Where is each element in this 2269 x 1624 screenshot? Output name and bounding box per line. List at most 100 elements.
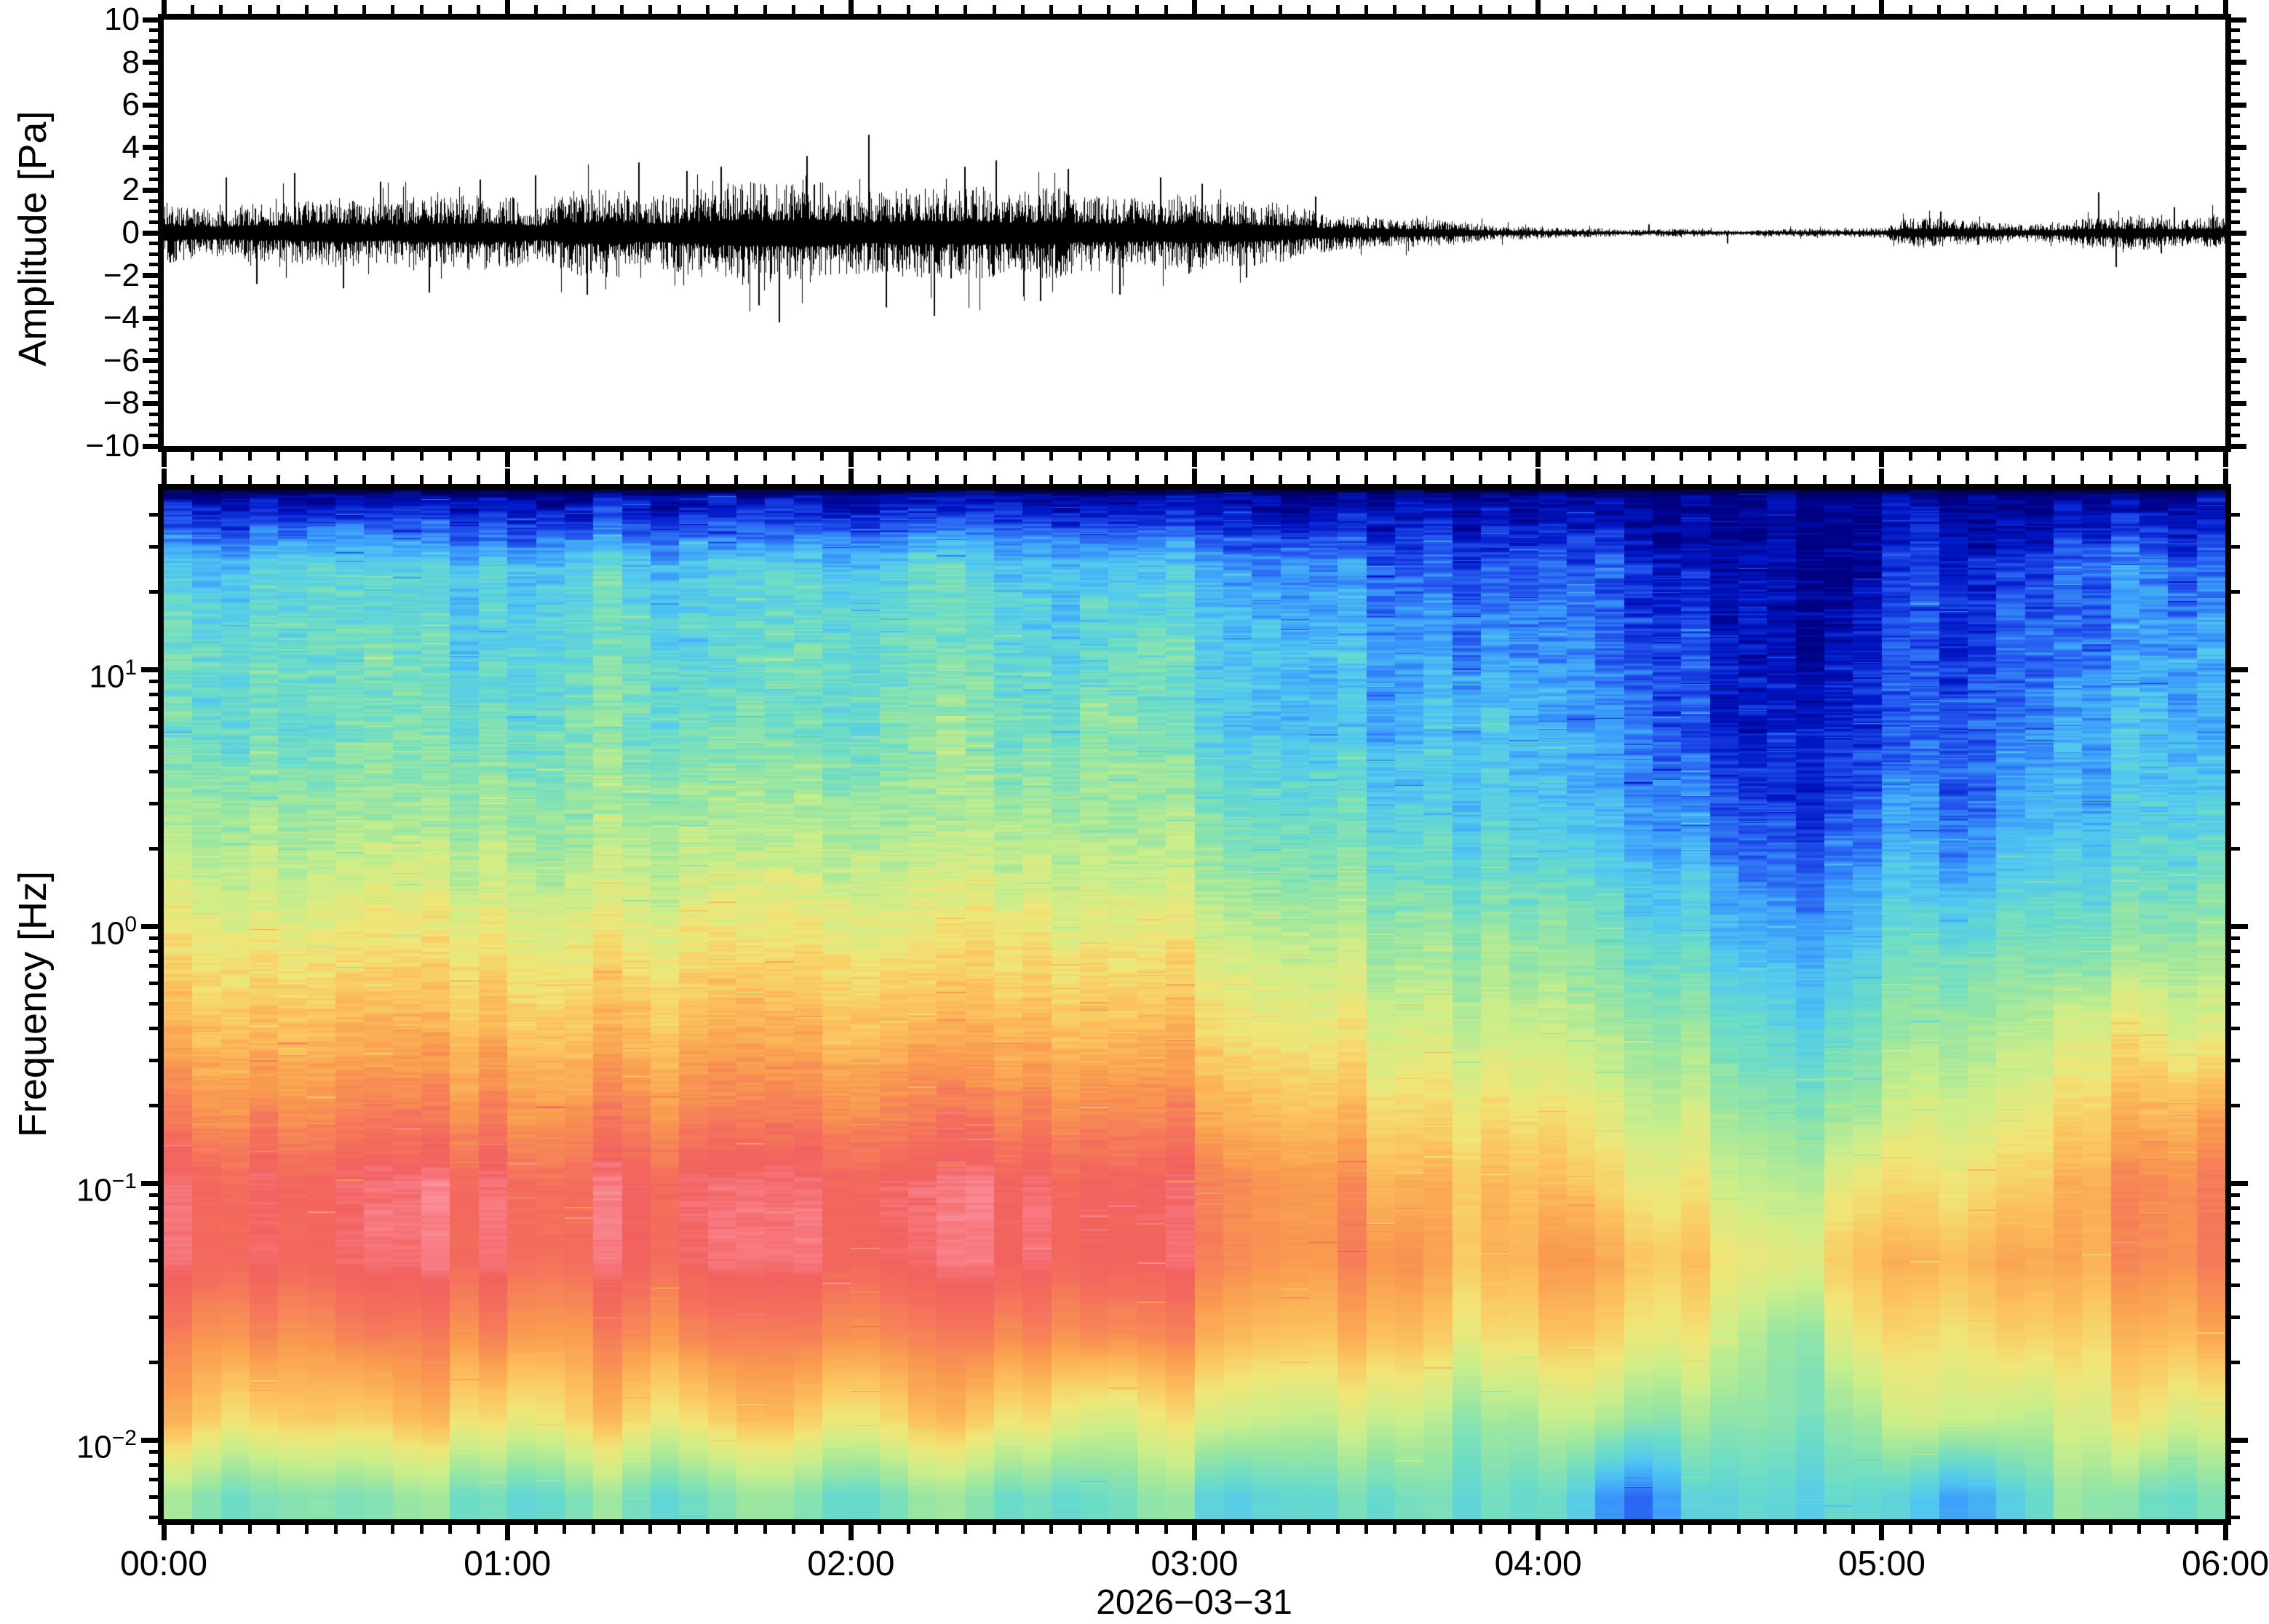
y-tick-label: −6	[103, 342, 140, 378]
tick-mark	[362, 475, 366, 484]
tick-mark	[149, 210, 158, 214]
tick-mark	[149, 220, 158, 224]
tick-mark	[620, 1525, 624, 1534]
tick-mark	[1192, 0, 1197, 14]
tick-mark	[1622, 5, 1626, 14]
x-tick-label: 02:00	[807, 1545, 895, 1583]
tick-mark	[391, 1525, 395, 1534]
tick-mark	[149, 178, 158, 182]
tick-mark	[1908, 475, 1912, 484]
tick-mark	[2231, 187, 2246, 193]
tick-mark	[219, 5, 223, 14]
tick-mark	[149, 156, 158, 160]
tick-mark	[820, 5, 824, 14]
tick-mark	[190, 5, 194, 14]
tick-mark	[2231, 124, 2240, 128]
tick-mark	[2231, 1494, 2240, 1499]
tick-mark	[141, 666, 158, 672]
tick-mark	[149, 802, 158, 806]
tick-mark	[763, 475, 767, 484]
tick-mark	[1822, 1525, 1827, 1534]
y-tick-label: 10	[104, 1, 140, 37]
tick-mark	[2231, 135, 2240, 139]
tick-mark	[149, 1001, 158, 1006]
tick-mark	[149, 327, 158, 331]
tick-mark	[190, 452, 194, 461]
tick-mark	[1535, 0, 1541, 14]
tick-mark	[1020, 452, 1025, 461]
tick-mark	[2231, 178, 2240, 182]
y-tick-label: −4	[103, 300, 140, 336]
tick-mark	[477, 1525, 481, 1534]
tick-mark	[1679, 452, 1683, 461]
tick-mark	[2231, 707, 2240, 712]
tick-mark	[963, 475, 968, 484]
tick-mark	[1565, 5, 1569, 14]
tick-mark	[1765, 475, 1769, 484]
tick-mark	[2051, 475, 2056, 484]
tick-mark	[1307, 5, 1311, 14]
tick-mark	[1393, 5, 1397, 14]
tick-mark	[391, 475, 395, 484]
tick-mark	[763, 1525, 767, 1534]
x-tick-label: 04:00	[1494, 1545, 1582, 1583]
tick-mark	[2231, 92, 2240, 97]
tick-mark	[1908, 452, 1912, 461]
tick-mark	[1450, 475, 1455, 484]
tick-mark	[763, 5, 767, 14]
tick-mark	[149, 1478, 158, 1482]
tick-mark	[1593, 5, 1597, 14]
tick-mark	[1794, 1525, 1798, 1534]
tick-mark	[2195, 5, 2199, 14]
tick-mark	[149, 81, 158, 86]
tick-mark	[706, 1525, 710, 1534]
tick-mark	[149, 49, 158, 54]
tick-mark	[1393, 1525, 1397, 1534]
tick-mark	[1078, 1525, 1082, 1534]
tick-mark	[1106, 452, 1110, 461]
tick-mark	[1851, 5, 1855, 14]
tick-mark	[149, 39, 158, 43]
tick-mark	[2080, 475, 2084, 484]
tick-mark	[2231, 338, 2240, 341]
tick-mark	[149, 1449, 158, 1454]
tick-mark	[2109, 475, 2113, 484]
tick-mark	[2231, 724, 2240, 728]
tick-mark	[648, 475, 653, 484]
tick-mark	[161, 0, 167, 14]
tick-mark	[149, 28, 158, 33]
tick-mark	[1994, 1525, 1998, 1534]
tick-mark	[1507, 475, 1511, 484]
tick-mark	[591, 5, 595, 14]
tick-mark	[2137, 452, 2142, 461]
tick-mark	[149, 1059, 158, 1063]
x-tick-label: 03:00	[1151, 1545, 1239, 1583]
tick-mark	[820, 1525, 824, 1534]
y-tick-label: 8	[122, 44, 140, 80]
tick-mark	[2023, 1525, 2027, 1534]
tick-mark	[1479, 5, 1483, 14]
tick-mark	[141, 1180, 158, 1186]
tick-mark	[2231, 692, 2240, 696]
tick-mark	[2231, 412, 2240, 416]
tick-mark	[534, 1525, 538, 1534]
tick-mark	[563, 1525, 567, 1534]
tick-mark	[149, 1361, 158, 1365]
tick-mark	[149, 1515, 158, 1519]
tick-mark	[1593, 475, 1597, 484]
tick-mark	[1822, 5, 1827, 14]
tick-mark	[149, 1026, 158, 1030]
tick-mark	[149, 433, 158, 437]
tick-mark	[1794, 5, 1798, 14]
tick-mark	[2231, 545, 2240, 549]
tick-mark	[149, 1221, 158, 1225]
tick-mark	[1937, 1525, 1942, 1534]
tick-mark	[1708, 1525, 1712, 1534]
tick-mark	[1450, 1525, 1455, 1534]
tick-mark	[149, 744, 158, 749]
tick-mark	[2231, 512, 2240, 517]
tick-mark	[1565, 475, 1569, 484]
tick-mark	[1879, 452, 1885, 467]
tick-mark	[477, 452, 481, 461]
waveform-canvas	[164, 20, 2225, 446]
